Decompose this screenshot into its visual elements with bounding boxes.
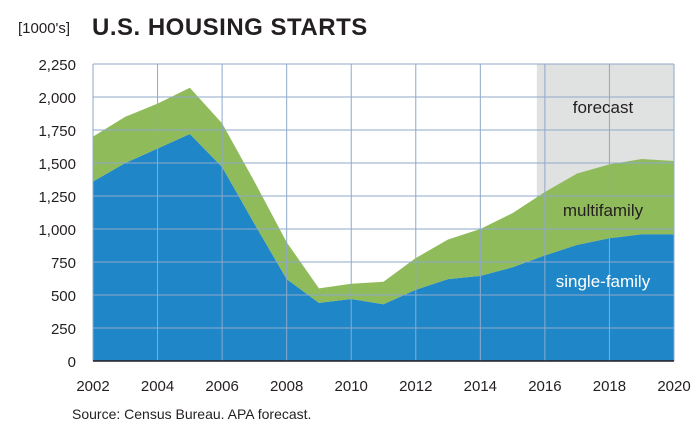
x-tick-label: 2018 <box>593 378 626 395</box>
y-tick-label: 1,750 <box>38 123 76 140</box>
x-tick-label: 2010 <box>335 378 368 395</box>
y-tick-label: 2,250 <box>38 57 76 74</box>
y-tick-label: 750 <box>51 255 76 272</box>
x-tick-label: 2006 <box>205 378 238 395</box>
x-tick-label: 2008 <box>270 378 303 395</box>
y-axis-unit-label: [1000's] <box>18 20 71 37</box>
x-tick-label: 2012 <box>399 378 432 395</box>
annotation-forecast: forecast <box>573 98 634 117</box>
area-single-family <box>93 133 674 361</box>
y-tick-label: 1,000 <box>38 222 76 239</box>
y-tick-label: 1,500 <box>38 156 76 173</box>
y-tick-label: 250 <box>51 321 76 338</box>
x-tick-label: 2016 <box>528 378 561 395</box>
annotation-multifamily: multifamily <box>563 201 644 220</box>
y-tick-label: 0 <box>68 354 76 371</box>
x-tick-label: 2004 <box>141 378 174 395</box>
area-multifamily <box>93 87 674 305</box>
source-note: Source: Census Bureau. APA forecast. <box>72 406 312 422</box>
x-tick-label: 2020 <box>657 378 690 395</box>
chart-title: U.S. HOUSING STARTS <box>92 14 368 41</box>
y-tick-label: 2,000 <box>38 90 76 107</box>
x-tick-label: 2002 <box>76 378 109 395</box>
y-tick-label: 1,250 <box>38 189 76 206</box>
y-tick-label: 500 <box>51 288 76 305</box>
x-tick-label: 2014 <box>464 378 497 395</box>
annotation-single-family: single-family <box>556 272 651 291</box>
